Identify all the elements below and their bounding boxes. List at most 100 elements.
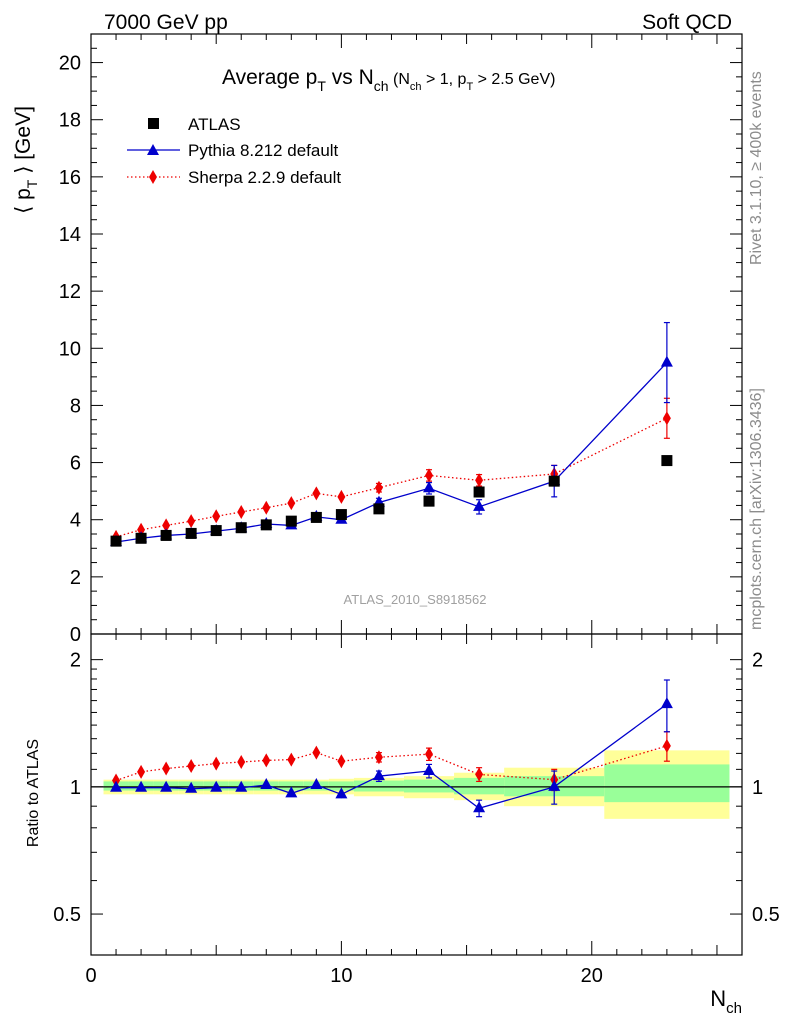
ratio-sherpa-point: [662, 738, 671, 753]
main-sherpa-point: [662, 411, 671, 426]
xlabel-main: N: [710, 986, 726, 1011]
ratio-sherpa-point: [262, 753, 271, 768]
ratio-x-tick-label: 20: [581, 965, 603, 987]
main-y-tick-label: 10: [59, 338, 81, 360]
main-atlas-point: [210, 525, 222, 537]
title-main: Average p: [222, 66, 317, 89]
ratio-pythia-point: [310, 778, 323, 790]
ratio-pythia-point: [548, 779, 561, 791]
ratio-panel: 0 10 20 0.5 0.5 1 1 2 2: [53, 633, 780, 987]
ratio-pythia-point: [660, 697, 673, 709]
main-pythia-point: [660, 355, 673, 367]
main-atlas-point: [185, 527, 197, 539]
main-sherpa-point: [425, 468, 434, 483]
ratio-pythia-point: [372, 769, 385, 781]
ratio-y-tick-label: 2: [70, 650, 81, 672]
main-atlas-point: [160, 529, 172, 541]
title-cond-sub2: T: [466, 81, 473, 93]
main-pythia-point: [423, 481, 436, 493]
ratio-sherpa-point: [287, 752, 296, 767]
ratio-x-tick-label: 0: [85, 965, 96, 987]
main-sherpa-point: [212, 509, 221, 524]
ratio-ylabel: Ratio to ATLAS: [25, 739, 42, 847]
main-sherpa-point: [237, 505, 246, 519]
ratio-y-tick-label: 1: [70, 777, 81, 799]
main-ylabel-close: ⟩ [GeV]: [12, 106, 35, 180]
main-y-tick-label: 4: [70, 510, 81, 532]
plot-title: Average pT vs Nch (Nch > 1, pT > 2.5 GeV…: [222, 66, 555, 94]
ratio-pythia-point: [135, 780, 148, 792]
title-cond-close: > 2.5 GeV): [473, 71, 555, 88]
main-y-tick-label: 6: [70, 453, 81, 475]
ratio-sherpa-point: [425, 747, 434, 762]
main-atlas-point: [548, 475, 560, 487]
title-vs-sub: ch: [374, 78, 389, 94]
ratio-y-tick-label-right: 1: [752, 777, 763, 799]
ratio-pythia-point: [260, 778, 273, 790]
main-atlas-point: [335, 509, 347, 521]
main-sherpa-point: [337, 489, 346, 504]
main-atlas-point: [110, 535, 122, 547]
legend: ATLAS Pythia 8.212 default Sherpa 2.2.9 …: [127, 115, 341, 187]
legend-pythia-marker: [147, 144, 159, 155]
ratio-sherpa-point: [112, 773, 121, 788]
main-sherpa-point: [475, 473, 484, 488]
ratio-pythia-point: [185, 781, 198, 793]
main-y-tick-label: 2: [70, 567, 81, 589]
ratio-band-inner: [604, 764, 730, 803]
legend-sherpa-label: Sherpa 2.2.9 default: [188, 168, 341, 187]
ratio-x-tick-label: 10: [330, 965, 352, 987]
ratio-pythia-point: [423, 764, 436, 776]
ratio-sherpa-point: [162, 761, 171, 776]
main-atlas-point: [473, 486, 485, 498]
main-sherpa-point: [287, 496, 296, 511]
ratio-sherpa-point: [237, 755, 246, 770]
title-cond-mid: > 1, p: [422, 71, 467, 88]
ratio-band-inner: [353, 780, 404, 792]
ratio-sherpa-point: [475, 767, 484, 782]
main-atlas-point: [235, 522, 247, 534]
ratio-sherpa-point: [337, 754, 346, 769]
ratio-pythia-point: [285, 786, 298, 798]
header-right: Soft QCD: [642, 11, 732, 34]
main-sherpa-line: [115, 417, 668, 538]
main-sherpa-point: [162, 518, 171, 533]
xlabel-sub: ch: [726, 1000, 742, 1017]
ratio-pythia-point: [210, 780, 223, 792]
main-atlas-point: [661, 455, 673, 467]
legend-atlas-label: ATLAS: [188, 115, 241, 134]
main-ylabel: ⟨ pT ⟩ [GeV]: [12, 106, 40, 214]
ratio-pythia-point: [335, 787, 348, 799]
main-atlas-point: [423, 495, 435, 507]
ratio-pythia-point: [110, 780, 123, 792]
main-atlas-point: [373, 503, 385, 515]
main-sherpa-point: [187, 514, 196, 529]
legend-pythia-label: Pythia 8.212 default: [188, 141, 339, 160]
ratio-y-tick-label: 0.5: [53, 904, 81, 926]
main-y-tick-label: 14: [59, 224, 81, 246]
ratio-sherpa-point: [187, 759, 196, 774]
ratio-sherpa-point: [137, 764, 146, 779]
header-left: 7000 GeV pp: [104, 11, 228, 34]
title-main-sub: T: [317, 78, 326, 94]
ratio-sherpa-point: [374, 750, 383, 765]
ratio-pythia-point: [235, 780, 248, 792]
main-y-tick-label: 16: [59, 167, 81, 189]
ratio-band-inner: [454, 777, 505, 795]
main-y-tick-label: 0: [70, 624, 81, 646]
main-y-tick-label: 18: [59, 110, 81, 132]
main-panel: 0 2 4 6 8 10 12 14 16 18 20: [59, 33, 743, 646]
title-cond-open: (N: [389, 71, 410, 88]
ratio-pythia-point: [473, 801, 486, 813]
main-atlas-point: [260, 519, 272, 531]
main-ylabel-open: ⟨ p: [12, 188, 35, 214]
rivet-version-text: Rivet 3.1.10, ≥ 400k events: [748, 71, 765, 265]
mcplots-credit-text: mcplots.cern.ch [arXiv:1306.3436]: [748, 388, 765, 630]
main-atlas-point: [310, 511, 322, 523]
main-sherpa-point: [262, 500, 271, 515]
main-pythia-point: [473, 499, 486, 511]
ratio-band-inner: [278, 781, 304, 791]
main-atlas-point: [285, 515, 297, 527]
main-sherpa-point: [312, 486, 321, 501]
